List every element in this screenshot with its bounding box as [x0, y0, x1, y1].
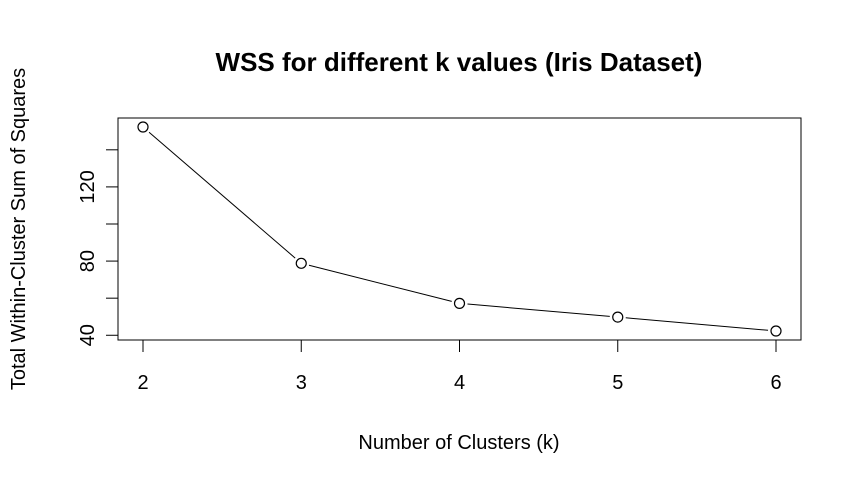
y-tick-label: 80: [77, 250, 99, 272]
y-axis: 40 80 120: [77, 149, 119, 346]
x-tick-label: 6: [770, 372, 781, 394]
x-axis-label: Number of Clusters (k): [358, 432, 559, 454]
series-line-segment: [625, 317, 769, 331]
series-line-segment: [148, 131, 296, 259]
x-tick-label: 2: [137, 372, 148, 394]
series-line-segment: [467, 303, 610, 317]
data-point: [137, 121, 149, 133]
series-line-segment: [308, 264, 452, 302]
y-tick-label: 120: [77, 170, 99, 203]
chart-title: WSS for different k values (Iris Dataset…: [216, 47, 703, 77]
data-point: [453, 297, 466, 309]
x-tick-label: 5: [612, 372, 623, 394]
series-layer: [137, 121, 782, 337]
x-tick-label: 4: [454, 372, 465, 394]
x-tick-label: 3: [296, 372, 307, 394]
data-point: [295, 257, 307, 269]
x-axis: 2 3 4 5 6: [137, 339, 782, 394]
y-tick-label: 40: [77, 324, 99, 346]
y-axis-label: Total Within-Cluster Sum of Squares: [8, 68, 30, 390]
data-point: [612, 311, 624, 323]
data-point: [770, 325, 782, 337]
